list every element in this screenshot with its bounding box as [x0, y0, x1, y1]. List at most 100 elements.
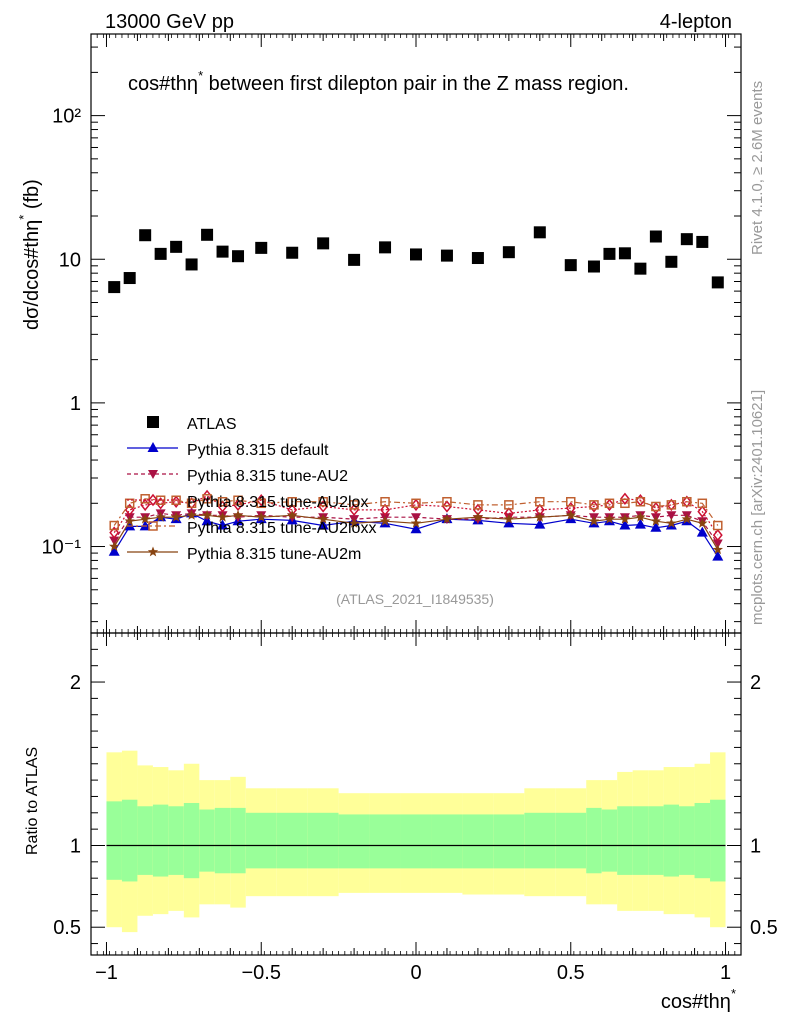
data-point	[170, 240, 183, 253]
plot-title-sup: *	[198, 68, 203, 83]
mc-point	[712, 550, 724, 561]
ratio-green-band-bin	[199, 809, 215, 872]
data-point	[440, 249, 453, 262]
x-axis-label-main: cos#thη	[661, 991, 731, 1013]
mc-point	[504, 500, 514, 510]
mc-point	[109, 520, 119, 531]
mc-point	[712, 539, 723, 549]
mc-point	[604, 513, 615, 524]
side-note-rivet: Rivet 4.1.0, ≥ 2.6M events	[749, 81, 766, 255]
mc-point	[604, 498, 615, 509]
mc-point	[217, 511, 228, 522]
axes-layer: −1 −0.5 0 0.5 1 10⁻¹ 1 10 10² 0.5 0.5 1 1 2 2	[42, 33, 778, 984]
data-point	[185, 258, 198, 271]
plot-title-main: cos#thη	[128, 73, 198, 95]
data-point	[139, 229, 152, 242]
ratio-green-band-bin	[137, 806, 153, 875]
ratio-green-band-bin	[601, 809, 618, 872]
legend-entry: Pythia 8.315 tune-AU2	[127, 468, 348, 485]
ratio-green-band-bin	[245, 812, 277, 869]
mc-point	[109, 541, 120, 551]
mc-point	[713, 520, 723, 531]
legend-entry: ATLAS	[147, 416, 237, 433]
legend-entry: Pythia 8.315 tune-AU2m	[127, 546, 361, 563]
mc-point	[712, 528, 723, 542]
legend-label: Pythia 8.315 tune-AU2	[187, 468, 348, 485]
ratio-green-band-bin	[617, 806, 633, 875]
mc-point	[697, 517, 708, 528]
legend: ATLAS Pythia 8.315 default Pythia 8.315 tu…	[127, 416, 376, 563]
mc-point	[349, 500, 359, 510]
mc-point	[697, 505, 708, 518]
mc-point	[186, 497, 197, 510]
data-point	[680, 233, 693, 246]
legend-label: Pythia 8.315 tune-AU2loxx	[187, 520, 376, 537]
data-point	[533, 226, 546, 239]
ratio-green-band-bin	[524, 812, 556, 869]
mc-point	[666, 511, 677, 521]
data-point	[665, 255, 678, 268]
mc-point	[666, 517, 677, 528]
mc-point	[124, 498, 135, 509]
mc-point	[411, 498, 421, 509]
mc-point	[619, 513, 631, 524]
side-note-mcplots: mcplots.cern.ch [arXiv:2401.10621]	[749, 390, 766, 625]
ratio-bands	[106, 750, 726, 933]
ratio-green-band-bin	[493, 814, 525, 869]
mc-point	[442, 496, 452, 507]
mc-point	[619, 519, 631, 530]
x-tick-label: −0.5	[241, 962, 280, 984]
data-point	[154, 247, 167, 260]
mc-point	[441, 513, 453, 524]
mc-point	[155, 511, 166, 522]
mc-point	[109, 526, 120, 539]
x-tick-label: −1	[95, 962, 118, 984]
mc-point	[534, 511, 545, 522]
mc-point	[202, 494, 212, 504]
mc-point	[441, 500, 452, 513]
data-point	[255, 241, 268, 254]
mc-point	[380, 496, 390, 507]
mc-point	[348, 517, 360, 528]
data-point	[696, 235, 709, 248]
mc-point	[139, 513, 151, 524]
legend-label: ATLAS	[187, 416, 237, 433]
legend-label: Pythia 8.315 tune-AU2m	[187, 546, 361, 563]
mc-point	[232, 509, 244, 520]
mc-point	[650, 515, 662, 526]
mc-point	[534, 518, 546, 529]
mc-point	[217, 500, 228, 513]
ratio-green-band-bin	[710, 799, 726, 882]
main-ylabel-rest: (fb)	[21, 179, 43, 215]
data-point	[108, 281, 121, 294]
legend-label: Pythia 8.315 default	[187, 442, 329, 459]
main-ylabel-main: dσ/dcos#thη	[21, 220, 43, 330]
mc-point	[217, 496, 228, 507]
series-4	[109, 494, 723, 531]
mc-point	[696, 526, 708, 537]
ratio-green-band-bin	[230, 807, 246, 874]
ratio-y-tick-label-left: 2	[70, 672, 81, 694]
mc-point	[124, 515, 135, 526]
y-tick-label: 1	[70, 393, 81, 415]
mc-point	[634, 518, 646, 529]
mc-point	[635, 511, 646, 522]
ratio-y-tick-label-right: 1	[750, 835, 761, 857]
ratio-green-band-bin	[369, 814, 401, 869]
data-point	[603, 247, 616, 260]
data-point	[379, 241, 392, 254]
legend-marker	[148, 470, 158, 479]
ratio-y-tick-label-left: 0.5	[53, 917, 81, 939]
main-frame	[90, 33, 742, 634]
ratio-green-band-bin	[307, 812, 339, 869]
legend-marker	[147, 546, 159, 557]
data-point	[564, 259, 577, 272]
mc-point	[588, 515, 600, 526]
mc-point	[681, 513, 693, 524]
mc-point	[681, 495, 692, 508]
ratio-green-band-bin	[276, 812, 308, 869]
mc-point	[318, 496, 328, 507]
ratio-green-band-bin	[121, 799, 138, 882]
mc-point	[217, 519, 229, 530]
data-point	[649, 230, 662, 243]
